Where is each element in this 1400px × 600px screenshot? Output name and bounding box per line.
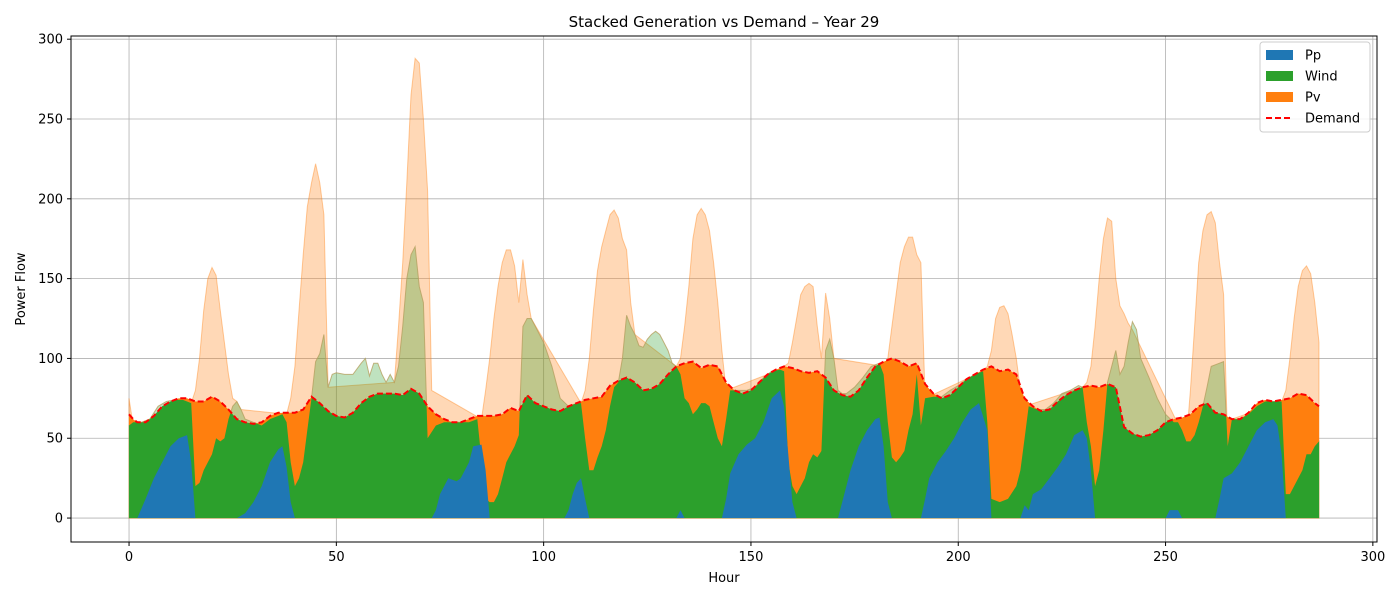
plot-frame [70,35,1378,543]
legend-label: Pv [1305,91,1321,106]
plot-areas [128,57,1320,519]
x-tick-label: 250 [1153,550,1178,565]
axis-ticks: 0 50 100 150 200 250 300 0 50 100 150 200 250 300 [38,33,1385,565]
x-tick-label: 300 [1360,550,1385,565]
x-axis-label: Hour [708,571,740,586]
x-tick-label: 150 [739,550,764,565]
chart-title: Stacked Generation vs Demand – Year 29 [569,13,880,31]
legend-label: Pp [1305,49,1321,64]
y-tick-label: 250 [38,113,63,128]
y-tick-label: 100 [38,352,63,367]
plot-lines [128,357,1320,438]
legend: Pp Wind Pv Demand [1259,41,1371,133]
x-tick-label: 0 [125,550,133,565]
x-tick-label: 200 [946,550,971,565]
legend-label: Wind [1305,70,1338,85]
demand-line [128,357,1320,438]
x-tick-label: 100 [531,550,556,565]
legend-swatch [1266,71,1293,81]
legend-label: Demand [1305,112,1360,127]
y-tick-label: 150 [38,272,63,287]
pp-area [129,390,1319,519]
wind-served-area [129,358,1319,519]
legend-swatch [1266,50,1293,60]
y-tick-label: 50 [46,432,63,447]
y-tick-label: 0 [55,512,63,527]
y-tick-label: 200 [38,192,63,207]
legend-swatch [1266,92,1293,102]
x-tick-label: 50 [328,550,345,565]
y-tick-label: 300 [38,33,63,48]
legend-box [1259,41,1371,133]
gridlines [71,36,1377,542]
y-axis-label: Power Flow [14,252,29,325]
